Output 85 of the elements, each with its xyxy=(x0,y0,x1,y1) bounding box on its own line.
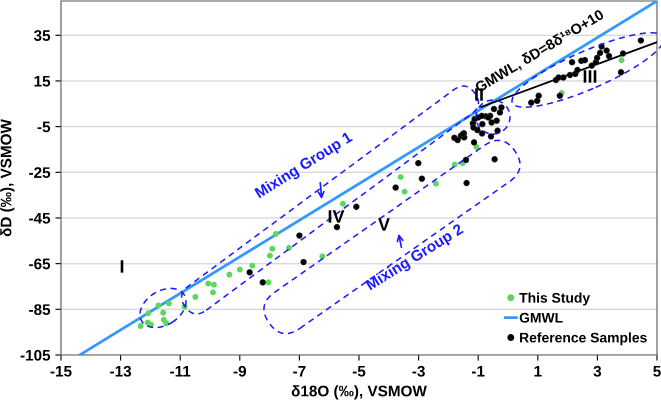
x-tick-label: 5 xyxy=(653,366,661,377)
point xyxy=(210,282,217,288)
point xyxy=(606,52,612,60)
y-tick-label: 15 xyxy=(34,76,50,87)
x-tick-label: 3 xyxy=(594,366,602,377)
y-tick-label: -5 xyxy=(38,122,50,132)
annotation: V xyxy=(378,218,390,231)
point xyxy=(205,280,212,286)
point xyxy=(156,302,162,308)
point xyxy=(470,124,477,131)
point xyxy=(556,92,564,100)
point xyxy=(618,69,624,76)
point xyxy=(454,136,461,144)
point xyxy=(488,133,494,140)
y-tick-label: -85 xyxy=(29,304,50,316)
point xyxy=(236,266,243,273)
legend-label: This Study xyxy=(519,292,590,306)
x-tick-label: -15 xyxy=(50,366,72,377)
x-tick-label: -13 xyxy=(110,366,132,377)
point xyxy=(498,104,505,111)
annotation: I xyxy=(120,260,124,273)
point xyxy=(638,37,644,44)
point xyxy=(432,180,439,187)
point xyxy=(491,156,498,162)
point xyxy=(603,47,610,54)
y-axis-title: δD (‰), VSMOW xyxy=(0,119,14,236)
point xyxy=(493,117,500,124)
point xyxy=(226,272,232,278)
point xyxy=(210,289,216,296)
x-axis-title: δ18O (‰), VSMOW xyxy=(292,385,427,400)
legend-label: GMWL xyxy=(520,312,563,323)
point xyxy=(398,174,404,180)
point xyxy=(138,323,144,329)
x-tick-label: -11 xyxy=(170,366,190,376)
point xyxy=(353,204,360,210)
x-tick-label: -5 xyxy=(352,366,366,377)
point xyxy=(566,72,574,78)
point xyxy=(479,120,486,128)
point xyxy=(296,232,303,239)
y-tick-label: -45 xyxy=(29,212,50,224)
x-tick-label: -7 xyxy=(293,366,306,376)
point xyxy=(452,162,458,168)
point xyxy=(166,300,172,306)
point xyxy=(618,57,624,64)
point xyxy=(528,99,534,106)
point xyxy=(418,175,426,182)
point xyxy=(462,156,470,164)
point xyxy=(490,106,498,112)
point xyxy=(470,139,478,146)
point xyxy=(260,279,266,286)
legend-label: Reference Samples xyxy=(520,332,647,346)
point xyxy=(392,184,399,191)
point xyxy=(266,252,273,259)
point xyxy=(334,224,340,230)
x-tick-label: -3 xyxy=(412,366,425,377)
annotation: IV xyxy=(328,210,344,223)
point xyxy=(463,180,470,186)
point xyxy=(246,269,253,276)
y-tick-label: -25 xyxy=(29,167,50,178)
point xyxy=(340,200,346,207)
y-tick-label: -105 xyxy=(20,350,50,361)
point xyxy=(560,74,567,81)
point xyxy=(488,119,495,126)
point xyxy=(265,279,272,286)
point xyxy=(478,112,486,120)
point xyxy=(300,258,307,266)
y-tick-label: 35 xyxy=(34,30,50,41)
y-tick-label: -65 xyxy=(29,258,50,270)
point xyxy=(574,66,581,74)
x-tick-label: -9 xyxy=(234,366,246,377)
point xyxy=(535,92,542,100)
point xyxy=(620,50,626,57)
x-tick-label: -1 xyxy=(472,366,485,376)
point xyxy=(163,320,170,326)
point xyxy=(249,262,256,269)
point xyxy=(145,310,152,316)
point xyxy=(269,246,276,252)
point xyxy=(402,188,408,195)
point xyxy=(272,231,279,237)
x-tick-label: 1 xyxy=(534,366,542,376)
point xyxy=(160,310,166,316)
point xyxy=(192,294,198,300)
annotation: III xyxy=(584,70,596,83)
point xyxy=(286,244,292,251)
point xyxy=(415,160,422,166)
